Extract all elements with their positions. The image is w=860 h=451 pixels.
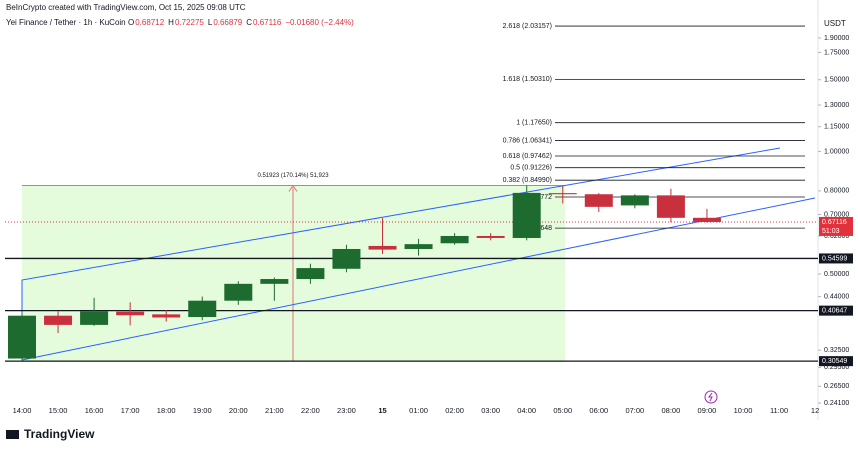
logo-mark [6,430,19,439]
x-tick-label: 04:00 [517,406,536,415]
fib-label: 2.618 (2.03157) [503,23,552,30]
candle-body [584,194,613,207]
y-tick-label: 1.00000 [824,148,849,155]
last-price-label: 0.67116 [822,219,847,226]
fib-label: 0.382 (0.84990) [503,177,552,184]
y-tick-label: 0.32500 [824,347,849,354]
level-badge [819,305,853,316]
level-badge [819,356,853,367]
x-tick-label: 09:00 [698,406,717,415]
y-tick-label: 1.75000 [824,49,849,56]
x-tick-label: 05:00 [553,406,572,415]
y-tick-label: 1.50000 [824,77,849,84]
ohlc-value: 0.72275 [175,18,204,27]
x-tick-label: 16:00 [85,406,104,415]
candle-body [476,235,505,238]
x-tick-label: 02:00 [445,406,464,415]
level-badge-label: 0.30549 [822,358,847,365]
fib-label: 1.618 (1.50310) [503,76,552,83]
x-tick-label: 15 [378,406,386,415]
candle-body [368,245,397,250]
currency: USDT [824,19,846,28]
candle-body [404,244,433,249]
x-tick-label: 21:00 [265,406,284,415]
candle-body [548,193,577,195]
fib-label: 0.618 (0.97462) [503,153,552,160]
candle-body [188,300,217,318]
y-tick-label: 0.29500 [824,364,849,371]
symbol: Yei Finance / Tether · 1h · KuCoin [6,18,126,27]
candle-body [260,279,289,284]
x-tick-label: 22:00 [301,406,320,415]
x-tick-label: 23:00 [337,406,356,415]
fib-label: 1 (1.17650) [516,120,552,127]
y-tick-label: 1.90000 [824,35,849,42]
x-tick-label: 14:00 [13,406,32,415]
ohlc-value: 0.68712 [135,18,164,27]
countdown: 51:03 [822,228,840,235]
ohlc: O 0.68712 H 0.72275 L 0.66879 C 0.67116 [128,18,282,27]
level-badge-label: 0.54599 [822,255,847,262]
last-price-badge [819,216,853,236]
y-tick-label: 1.30000 [824,102,849,109]
x-tick-label: 06:00 [589,406,608,415]
y-tick-label: 1.15000 [824,124,849,131]
y-tick-label: 0.44000 [824,293,849,300]
x-tick-label: 19:00 [193,406,212,415]
x-tick-label: 17:00 [121,406,140,415]
measure-arrowhead [288,184,298,192]
ohlc-key: C [246,18,252,27]
x-tick-label: 12 [811,406,819,415]
level-badge-label: 0.40647 [822,307,847,314]
x-tick-label: 10:00 [734,406,753,415]
candle-body [80,311,109,325]
event-bolt [708,392,713,402]
x-tick-label: 01:00 [409,406,428,415]
plot: 0.51923 (170.14%) 51,923 2.618 (2.03157) 1… [5,23,853,415]
y-tick-label: 0.50000 [824,271,849,278]
x-tick-label: 11:00 [770,406,788,415]
x-tick-label: 03:00 [481,406,500,415]
ohlc-key: O [128,18,134,27]
x-tick-label: 07:00 [625,406,644,415]
level-badge [819,253,853,264]
candle-body [692,217,721,222]
x-tick-label: 18:00 [157,406,176,415]
candle-body [116,311,145,316]
x-tick-label: 08:00 [662,406,681,415]
candle-body [152,314,181,318]
candle-body [656,195,685,218]
candle-body [512,192,541,238]
candle-body [620,195,649,206]
candle-body [224,283,253,301]
y-tick-label: 0.70000 [824,211,849,218]
candle-body [296,268,325,280]
ohlc-value: 0.67116 [253,18,282,27]
measure-label: 0.51923 (170.14%) 51,923 [257,173,329,179]
y-tick-label: 0.26500 [824,383,849,390]
channel-lower [21,197,816,361]
event-icon [704,390,718,404]
brand: TradingView [24,427,95,441]
y-tick-label: 0.62000 [824,233,849,240]
ohlc-key: H [168,18,174,27]
fib-label: 0.5 (0.91226) [510,165,552,172]
x-tick-label: 15:00 [49,406,68,415]
candle-body [8,315,36,359]
change: −0.01680 (−2.44%) [285,18,354,27]
y-tick-label: 0.80000 [824,188,849,195]
x-tick-label: 20:00 [229,406,248,415]
credit: BeInCrypto created with TradingView.com,… [6,3,246,12]
ohlc-value: 0.66879 [213,18,242,27]
y-tick-label: 0.24100 [824,400,849,407]
candle-body [332,248,361,269]
fib-label: 0.786 (1.06341) [503,137,552,144]
ohlc-key: L [208,18,213,27]
candle-body [440,235,469,244]
candle-body [44,315,73,325]
